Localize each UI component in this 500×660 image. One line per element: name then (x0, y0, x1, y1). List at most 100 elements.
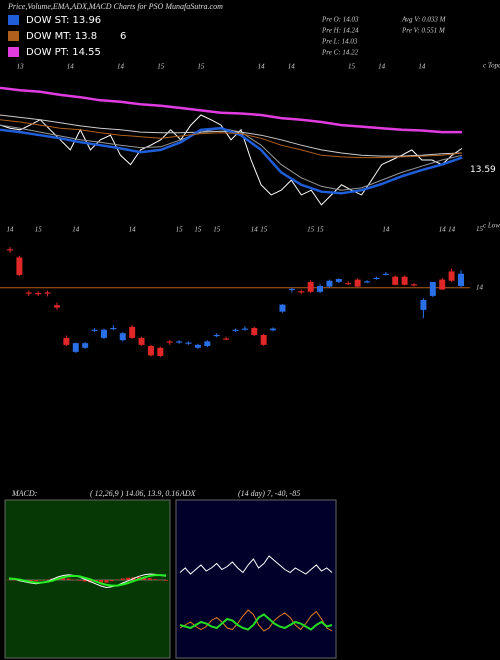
point-label: 14 (251, 226, 259, 234)
point-label: 14 (448, 226, 456, 234)
point-label: 14 (129, 226, 137, 234)
series-line (0, 114, 463, 206)
point-label: 14 (117, 63, 125, 71)
candle-body (100, 329, 107, 338)
point-label: 15 (348, 63, 356, 71)
candle-body (7, 249, 13, 251)
legend-swatch (8, 31, 19, 41)
macd-title: MACD: (11, 489, 38, 498)
candle-body (129, 326, 136, 338)
point-label: 15 (176, 226, 184, 234)
histogram-bar (120, 578, 125, 580)
stat: Pre C: 14.22 (321, 49, 359, 57)
stat: Pre V: 0.551 M (401, 27, 446, 35)
histogram-bar (142, 577, 147, 580)
candle-body (82, 343, 89, 348)
candle-body (91, 329, 98, 331)
histogram-bar (99, 580, 104, 583)
stat: Avg V: 0.033 M (401, 16, 447, 24)
candle-body (44, 292, 51, 294)
histogram-bar (126, 577, 131, 580)
candle-body (166, 341, 173, 343)
legend-label: DOW MT: 13.8 (26, 31, 97, 42)
point-label: 15 (307, 226, 315, 234)
histogram-bar (71, 579, 76, 581)
candle-body (458, 273, 464, 287)
candle-body (429, 281, 436, 296)
legend-note: 6 (120, 31, 126, 42)
point-label: 15 (194, 226, 202, 234)
histogram-bar (153, 579, 158, 580)
candle-body (251, 327, 258, 335)
point-label: 15 (35, 226, 43, 234)
candle-body (439, 279, 446, 290)
candle-body (53, 305, 60, 308)
candle-body (364, 281, 371, 283)
histogram-bar (12, 580, 17, 581)
histogram-bar (7, 579, 11, 581)
stat: Pre H: 14.24 (321, 27, 359, 35)
candle-body (157, 347, 164, 356)
corner-text: c Topa (483, 62, 500, 70)
y-tick-label: 15 (476, 225, 484, 233)
candle-body (176, 341, 183, 343)
candle-body (335, 279, 342, 282)
candle-body (16, 257, 23, 275)
candle-body (373, 277, 380, 280)
series-line (0, 86, 462, 134)
point-label: 15 (197, 63, 205, 71)
series-line (8, 574, 167, 587)
candle-body (382, 273, 389, 275)
series-line (0, 126, 463, 195)
histogram-bar (44, 579, 49, 581)
candle-body (194, 344, 201, 348)
candle-body (270, 328, 277, 331)
stat: Pre O: 14.03 (321, 16, 359, 24)
y-tick-label: 14 (476, 283, 484, 291)
legend-label: DOW PT: 14.55 (26, 47, 101, 58)
candle-body (72, 343, 79, 352)
point-label: 14 (72, 226, 80, 234)
point-label: 14 (439, 226, 447, 234)
candle-body (354, 279, 361, 287)
histogram-bar (82, 580, 87, 582)
histogram-bar (104, 580, 109, 583)
legend-label: DOW ST: 13.96 (26, 15, 101, 26)
series-line (179, 613, 333, 631)
histogram-bar (109, 580, 114, 582)
point-label: 15 (260, 226, 268, 234)
macd-subtitle: ( 12,26,9 ) 14.06, 13.9, 0.16 (90, 489, 179, 498)
candle-body (317, 286, 324, 292)
candle-body (119, 333, 126, 341)
point-label: 15 (213, 226, 221, 234)
candle-body (25, 292, 32, 294)
point-label: 14 (288, 63, 296, 71)
series-line (8, 573, 167, 589)
point-label: 14 (67, 63, 75, 71)
candle-body (345, 283, 352, 285)
corner-text: c Lowes (483, 222, 500, 230)
candle-body (63, 337, 70, 345)
candle-body (204, 341, 211, 347)
page-title: Price,Volume,EMA,ADX,MACD Charts for PSO… (7, 2, 223, 11)
histogram-bar (147, 578, 152, 580)
point-label: 15 (317, 226, 325, 234)
price-label: 13.59 (470, 165, 496, 175)
histogram-bar (61, 578, 66, 580)
histogram-bar (115, 579, 120, 581)
histogram-bar (66, 578, 71, 580)
candle-body (307, 281, 314, 292)
adx-subtitle: (14 day) 7, -40, -85 (238, 489, 300, 498)
series-line (0, 124, 463, 191)
point-label: 14 (7, 226, 15, 234)
candle-body (260, 334, 267, 345)
candle-body (411, 284, 418, 286)
candle-body (401, 276, 408, 285)
candle-body (147, 346, 154, 356)
candle-body (185, 342, 192, 344)
histogram-bar (158, 580, 163, 581)
histogram-bar (28, 580, 33, 582)
candle-body (110, 327, 117, 330)
candle-body (35, 293, 42, 295)
